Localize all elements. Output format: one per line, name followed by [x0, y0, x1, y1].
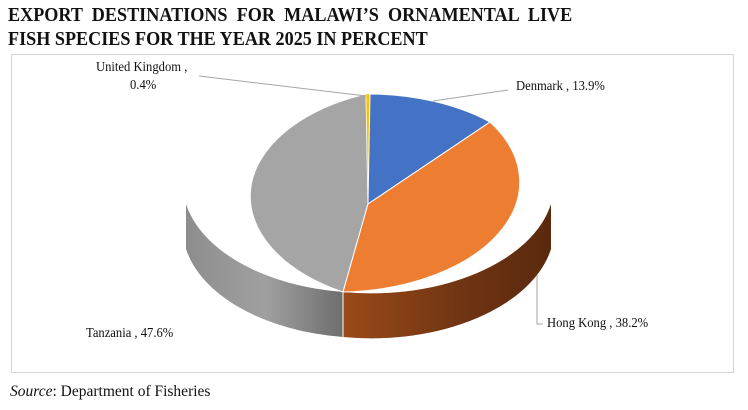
label-denmark: Denmark , 13.9%: [516, 79, 605, 94]
label-united-kingdom: United Kingdom ,: [96, 60, 188, 75]
source-text: : Department of Fisheries: [52, 383, 211, 400]
tanzania-side: [186, 204, 343, 337]
slice-tanzania: [249, 93, 369, 293]
denmark-leader-line: [432, 89, 509, 102]
label-hongkong: Hong Kong , 38.2%: [547, 316, 649, 331]
title-line-2: FISH SPECIES FOR THE YEAR 2025 IN PERCEN…: [8, 29, 428, 50]
chart-title: EXPORT DESTINATIONS FOR MALAWI’S ORNAMEN…: [8, 4, 572, 52]
title-line-1: EXPORT DESTINATIONS FOR MALAWI’S ORNAMEN…: [8, 5, 573, 26]
source-note: Source: Department of Fisheries: [10, 383, 210, 401]
label-tanzania: Tanzania , 47.6%: [86, 326, 174, 341]
slice-hongkong: [342, 121, 521, 293]
source-prefix: Source: [10, 383, 53, 400]
slice-denmark: [367, 93, 491, 205]
hongkong-leader-line: [536, 275, 543, 325]
hongkong-side: [343, 204, 551, 339]
label-united-kingdom-value: 0.4%: [130, 78, 157, 93]
uk-leader-line: [198, 75, 367, 97]
